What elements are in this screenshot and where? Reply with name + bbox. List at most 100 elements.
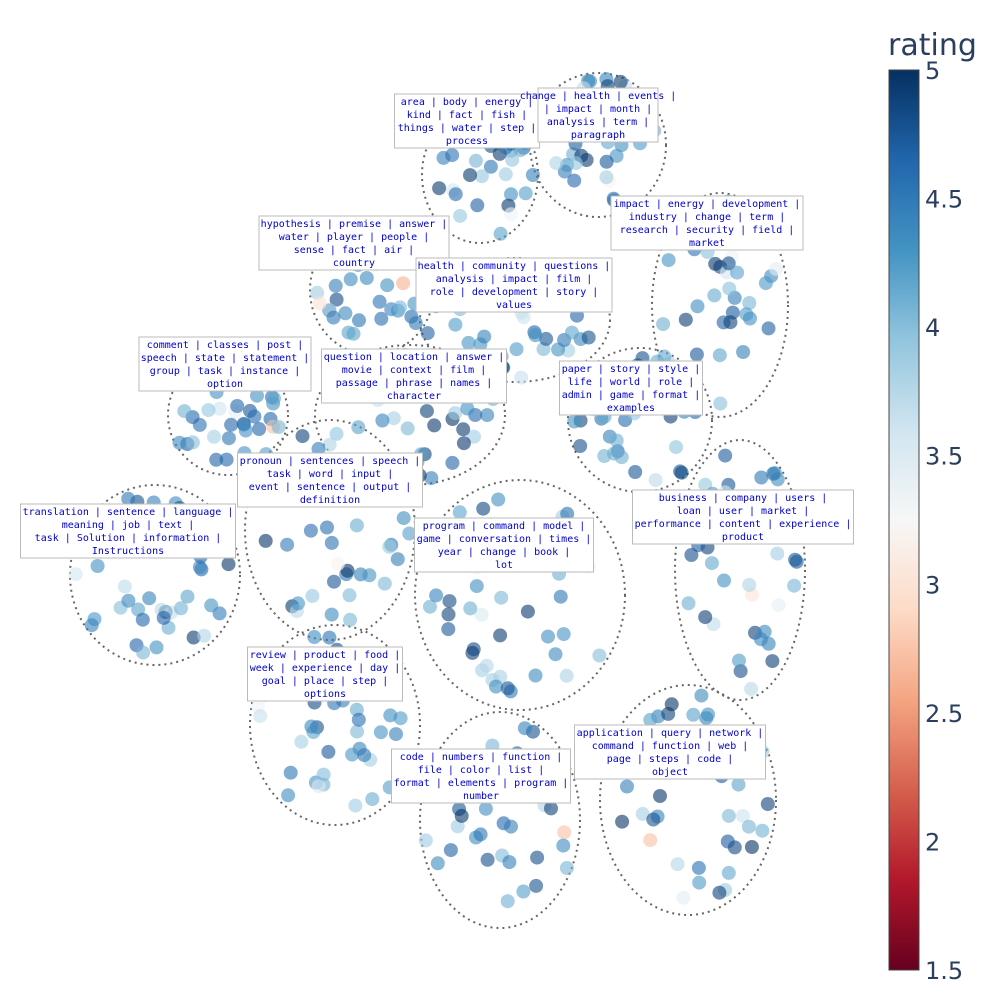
data-point [770,546,785,561]
data-point [753,632,768,647]
data-point [430,856,445,871]
data-point [402,526,417,541]
data-point [620,779,634,794]
data-point [509,342,524,357]
data-point [136,645,151,660]
cluster-label: area | body | energy | kind | fact | fish… [394,93,540,149]
data-point [614,450,629,465]
cluster-label-box [414,517,594,573]
data-point [771,598,786,613]
data-point [252,422,267,436]
data-point [142,591,157,606]
data-point [489,679,503,694]
data-point [689,347,704,362]
data-point [386,411,401,426]
cluster-label-line: water | player | people | [279,232,430,243]
cluster-label-line: program | command | model | [423,521,586,532]
data-point [491,492,506,507]
data-point [312,296,327,311]
colorbar-tick-label: 3.5 [925,443,963,471]
cluster-label-line: analysis | impact | film | [436,274,593,285]
data-point [238,423,253,438]
data-point [121,491,136,506]
data-point [530,850,545,865]
data-point [345,747,360,762]
data-point [423,599,437,614]
cluster-label-line: values [496,300,532,311]
data-point [221,431,236,446]
data-point [708,256,723,271]
data-point [303,523,318,538]
cluster-label-line: life | world | role | [568,377,694,388]
data-point [670,857,685,872]
data-point [427,418,442,433]
cluster-label-line: pronoun | sentences | speech | [240,456,421,467]
cluster-label: paper | story | style | life | world | ro… [559,360,703,416]
data-point [307,630,322,644]
data-point [219,452,234,467]
data-point [615,814,630,829]
data-point [514,370,529,385]
data-point [420,326,435,341]
colorbar-tick-label: 3 [925,571,940,599]
data-point [742,577,757,592]
data-point [732,653,746,668]
data-point [556,627,571,642]
cluster-label-box [610,195,804,251]
cluster-label: application | query | network | command |… [574,724,766,780]
data-point [712,885,727,900]
cluster-label: review | product | food | week | experien… [247,646,403,702]
data-point [599,170,614,185]
data-point [476,501,491,516]
cluster-label: program | command | model | game | conver… [414,517,594,573]
data-point [758,276,773,291]
cluster-label-line: question | location | answer | [324,352,505,363]
data-point [480,408,495,423]
cluster-label: hypothesis | premise | answer | water | p… [258,215,450,271]
data-point [494,590,509,605]
data-point [311,779,326,794]
data-point [322,630,337,645]
cluster-label-line: performance | content | experience | [635,519,852,530]
data-point [730,265,745,280]
data-point [720,834,735,849]
data-point [516,884,531,899]
cluster-label: impact | energy | development | industry … [610,195,804,251]
data-point [461,335,476,350]
data-point [390,552,405,567]
cluster-label-line: event | sentence | output | [249,482,412,493]
data-point [432,181,447,196]
data-point [351,420,366,435]
data-point [456,436,471,451]
data-point [452,505,467,520]
data-point [374,311,389,326]
data-point [429,588,444,603]
data-point [502,855,517,870]
data-point [350,724,365,739]
cluster-contour [314,344,506,486]
data-point [209,452,224,467]
data-point [330,557,345,571]
cluster-label-line: examples [607,403,655,414]
cluster-contour [651,192,789,418]
data-point [599,154,614,169]
data-point [518,186,533,201]
data-point [721,865,736,880]
data-point [713,396,728,411]
cluster-contour [529,72,667,218]
data-point [192,560,207,575]
data-point [230,399,245,413]
data-point [445,455,460,470]
data-point [678,312,693,327]
data-point [493,628,508,643]
data-point [661,253,676,268]
cluster-label-line: task | Solution | information | [35,533,222,544]
data-point [338,306,353,321]
cluster-label-line: format | elements | program | [394,778,569,789]
colorbar: rating 5 4.5 4 3.5 3 2.5 2 1.5 [888,28,977,985]
data-point [383,708,398,723]
data-point [707,288,722,303]
data-point [258,533,273,548]
data-point [643,712,658,727]
